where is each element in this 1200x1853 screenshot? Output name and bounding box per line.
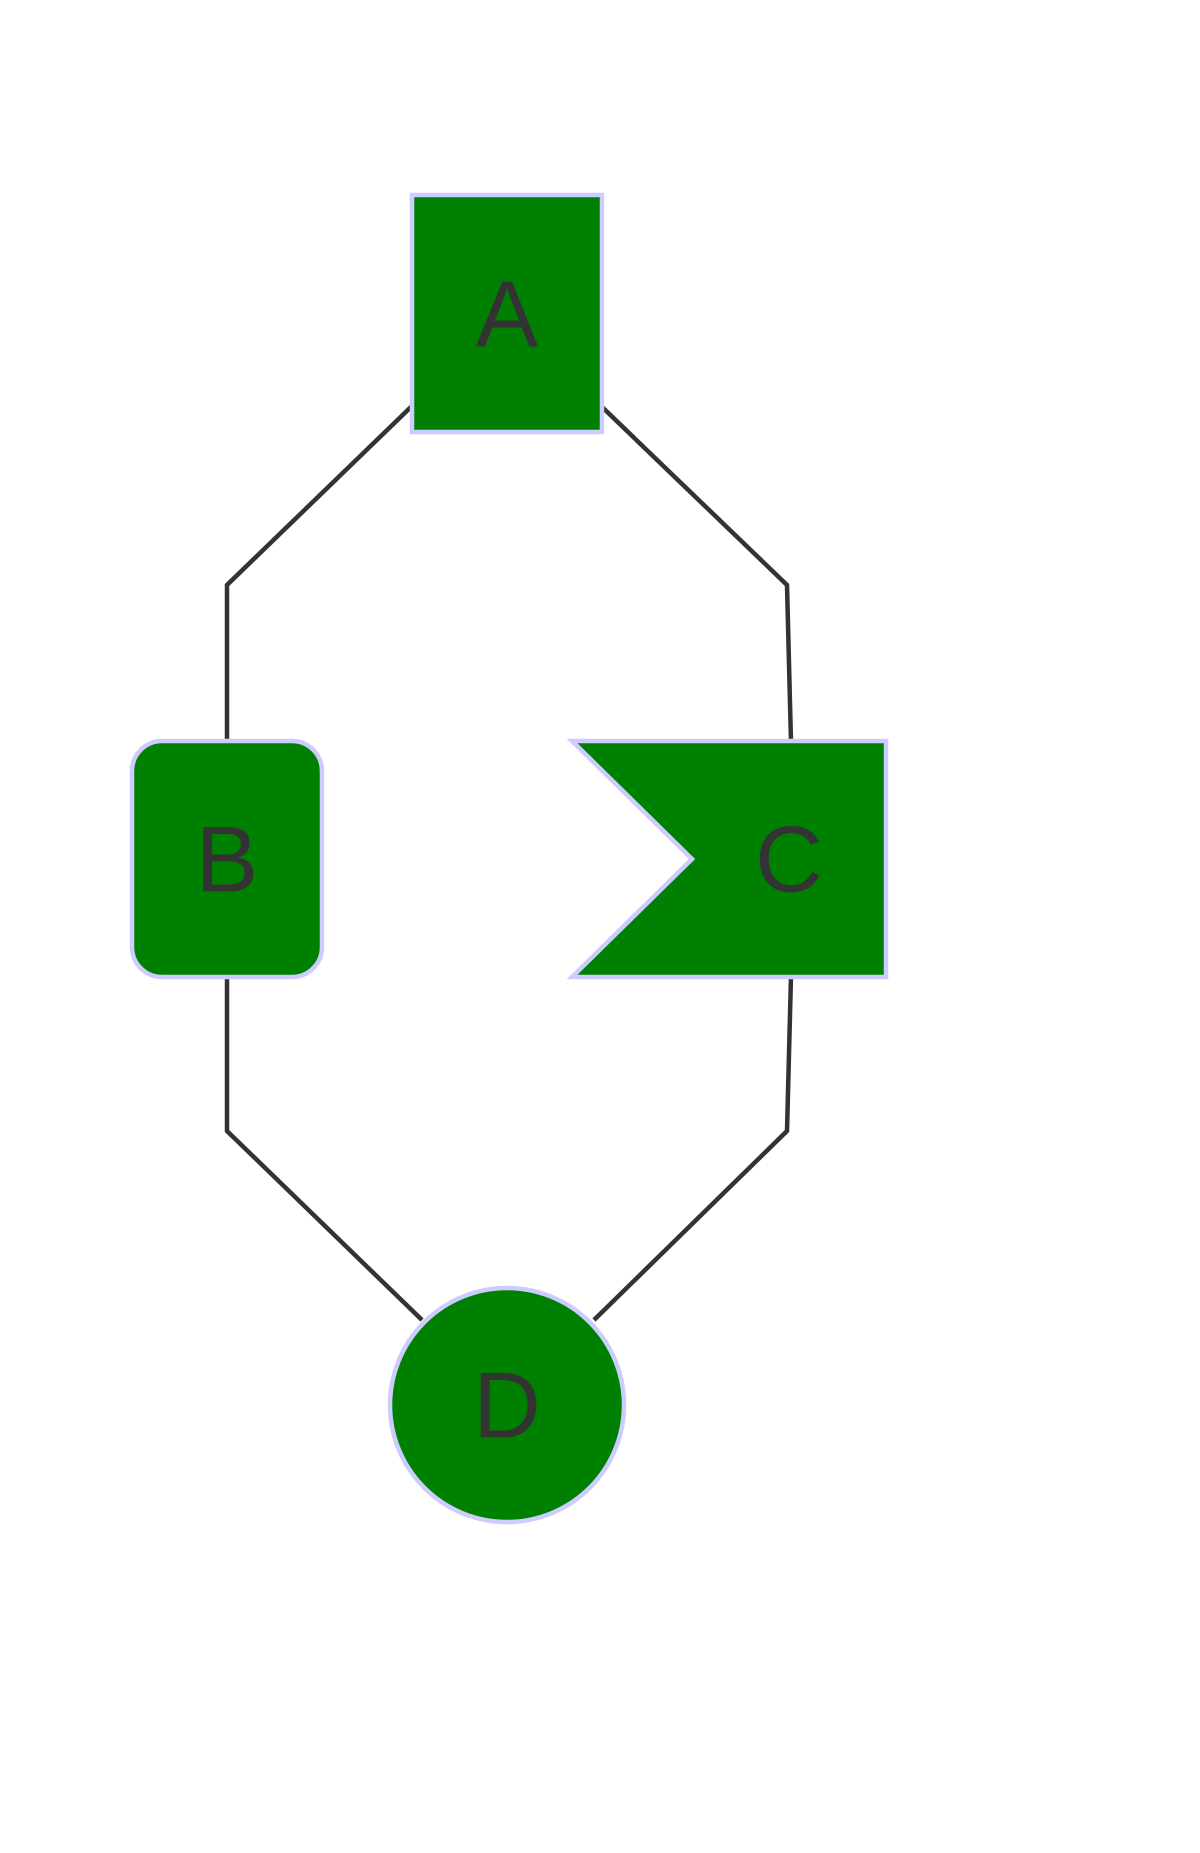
edges [224, 403, 794, 1322]
edge-c-d [592, 975, 794, 1322]
node-a-shape [409, 192, 605, 435]
node-c[interactable]: C [566, 738, 889, 980]
edge-a-c [598, 403, 794, 743]
node-b[interactable]: B [129, 738, 325, 980]
node-c-label: C [755, 807, 823, 912]
node-b-shape [129, 738, 325, 980]
node-b-label: B [196, 807, 259, 912]
node-a[interactable]: A [409, 192, 605, 435]
node-a-label: A [476, 262, 539, 367]
node-d-shape [387, 1285, 627, 1525]
node-d-label: D [473, 1353, 541, 1458]
node-c-shape [566, 738, 889, 980]
node-d[interactable]: D [387, 1285, 627, 1525]
edge-a-b [224, 403, 415, 742]
edge-b-d [224, 976, 424, 1322]
